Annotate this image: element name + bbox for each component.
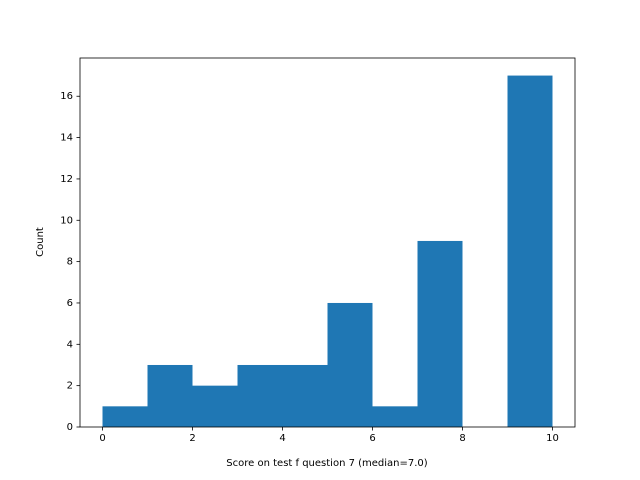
x-tick-label: 6 <box>369 433 375 444</box>
y-tick-label: 16 <box>60 91 73 102</box>
bar <box>282 364 328 427</box>
y-tick-label: 10 <box>60 215 73 226</box>
y-tick-label: 4 <box>67 339 73 350</box>
x-tick-label: 8 <box>459 433 465 444</box>
y-tick-label: 12 <box>60 174 73 185</box>
bar <box>147 364 193 427</box>
bar <box>327 302 373 427</box>
bar <box>372 406 418 427</box>
y-tick-label: 14 <box>60 133 73 144</box>
x-tick-label: 0 <box>99 433 105 444</box>
x-tick-label: 4 <box>279 433 285 444</box>
x-axis-label: Score on test f question 7 (median=7.0) <box>226 458 427 469</box>
bar <box>417 240 463 427</box>
x-tick-label: 2 <box>189 433 195 444</box>
plot-frame <box>79 57 576 428</box>
y-tick-label: 6 <box>67 298 73 309</box>
y-tick-label: 8 <box>67 257 73 268</box>
bar <box>192 385 238 427</box>
bar <box>507 75 553 428</box>
y-axis-label: Count <box>35 227 46 257</box>
y-tick-label: 2 <box>67 381 73 392</box>
y-tick-label: 0 <box>67 422 73 433</box>
x-tick-label: 10 <box>546 433 559 444</box>
bar <box>237 364 283 427</box>
bar <box>102 406 148 427</box>
